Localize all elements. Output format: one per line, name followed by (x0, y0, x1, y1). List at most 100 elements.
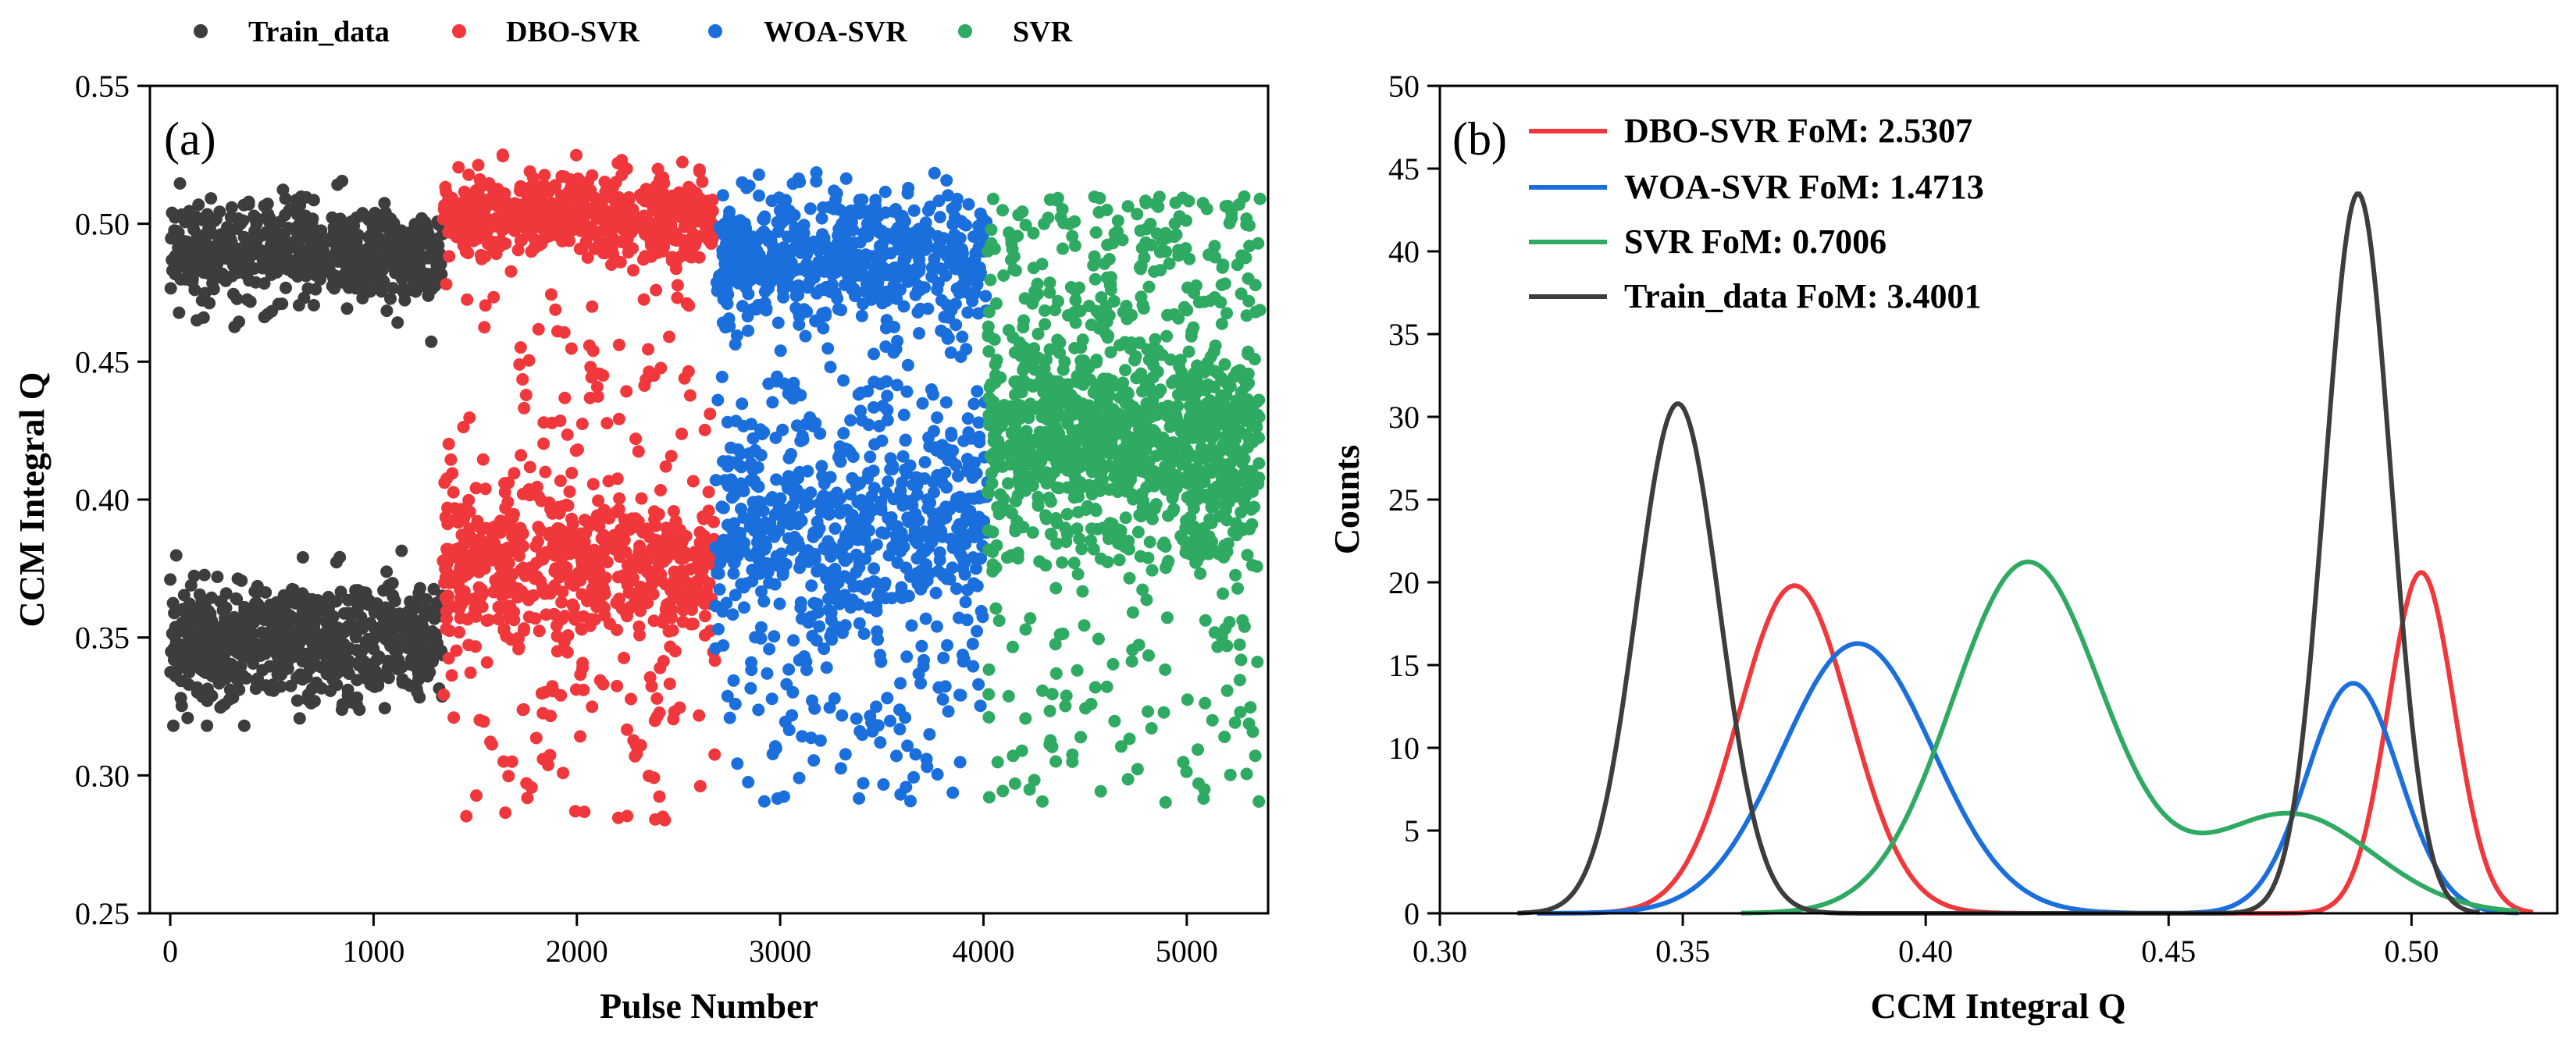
scatter-point (1071, 664, 1084, 677)
scatter-point (678, 372, 691, 385)
scatter-point (887, 279, 900, 292)
scatter-point (597, 543, 611, 556)
scatter-point (477, 715, 490, 728)
scatter-point (372, 621, 385, 635)
scatter-point (1036, 795, 1049, 808)
scatter-point (864, 543, 877, 556)
scatter-point (686, 617, 700, 631)
scatter-point (940, 481, 953, 494)
scatter-point (716, 249, 729, 262)
scatter-point (779, 557, 793, 571)
scatter-point (671, 291, 684, 304)
scatter-point (682, 197, 696, 211)
scatter-point (538, 169, 551, 182)
scatter-point (697, 512, 711, 525)
scatter-point (1119, 511, 1132, 525)
scatter-point (815, 212, 828, 225)
scatter-point (537, 437, 550, 450)
scatter-point (1214, 296, 1227, 309)
scatter-point (494, 560, 508, 573)
scatter-point (629, 738, 643, 752)
scatter-point (643, 546, 657, 559)
scatter-point (674, 568, 687, 582)
scatter-point (479, 482, 492, 496)
scatter-point (578, 535, 591, 549)
scatter-point (671, 279, 684, 292)
scatter-point (387, 589, 399, 602)
scatter-point (423, 666, 436, 679)
scatter-point (857, 777, 870, 790)
scatter-point (669, 516, 682, 528)
scatter-point (568, 805, 582, 818)
scatter-point (986, 558, 999, 571)
scatter-point (1199, 614, 1212, 627)
scatter-point (814, 427, 827, 440)
scatter-point (821, 342, 835, 355)
scatter-point (982, 329, 995, 343)
scatter-point (844, 414, 857, 427)
scatter-point (794, 246, 807, 259)
scatter-point (824, 581, 836, 594)
scatter-point (269, 645, 282, 658)
scatter-point (629, 587, 642, 600)
scatter-point (790, 419, 803, 432)
scatter-point (1067, 491, 1081, 504)
scatter-point (283, 260, 296, 273)
scatter-point (502, 476, 515, 489)
scatter-point (956, 330, 969, 343)
scatter-point (709, 599, 722, 613)
scatter-point (817, 201, 830, 214)
scatter-point (250, 217, 263, 230)
scatter-point (370, 208, 383, 222)
scatter-point (767, 269, 780, 283)
scatter-point (632, 620, 646, 633)
scatter-point (1121, 200, 1135, 213)
scatter-point (503, 611, 516, 624)
scatter-point (871, 625, 884, 639)
scatter-point (853, 556, 866, 569)
scatter-point (932, 194, 946, 208)
scatter-point (1049, 512, 1063, 525)
scatter-point (650, 283, 663, 297)
scatter-point (931, 768, 944, 781)
scatter-point (511, 244, 525, 257)
scatter-point (378, 197, 391, 210)
scatter-point (908, 269, 921, 282)
scatter-point (322, 601, 336, 614)
scatter-point (433, 248, 447, 262)
scatter-point (881, 390, 894, 403)
scatter-series-0 (164, 174, 449, 732)
scatter-point (742, 324, 755, 337)
scatter-point (592, 494, 605, 507)
scatter-point (195, 294, 208, 307)
scatter-point (422, 289, 435, 302)
scatter-point (340, 302, 354, 315)
scatter-point (664, 450, 678, 463)
scatter-point (284, 679, 298, 692)
scatter-point (447, 711, 461, 724)
scatter-point (164, 282, 177, 295)
scatter-point (373, 260, 387, 273)
scatter-point (479, 250, 492, 263)
scatter-point (659, 610, 672, 624)
scatter-point (440, 543, 454, 556)
scatter-point (396, 673, 409, 686)
scatter-point (786, 177, 800, 190)
scatter-point (807, 754, 821, 767)
scatter-point (448, 502, 461, 515)
scatter-point (698, 597, 711, 610)
scatter-point (387, 282, 400, 295)
scatter-point (1073, 281, 1086, 294)
scatter-point (919, 612, 932, 625)
scatter-point (557, 767, 569, 780)
scatter-point (1088, 190, 1101, 204)
scatter-point (459, 593, 472, 607)
scatter-point (279, 192, 292, 205)
scatter-point (1252, 795, 1266, 808)
scatter-point (1235, 287, 1248, 301)
scatter-point (923, 728, 936, 741)
scatter-point (764, 234, 778, 247)
scatter-point (999, 447, 1012, 460)
scatter-point (459, 245, 472, 258)
scatter-point (501, 602, 514, 615)
